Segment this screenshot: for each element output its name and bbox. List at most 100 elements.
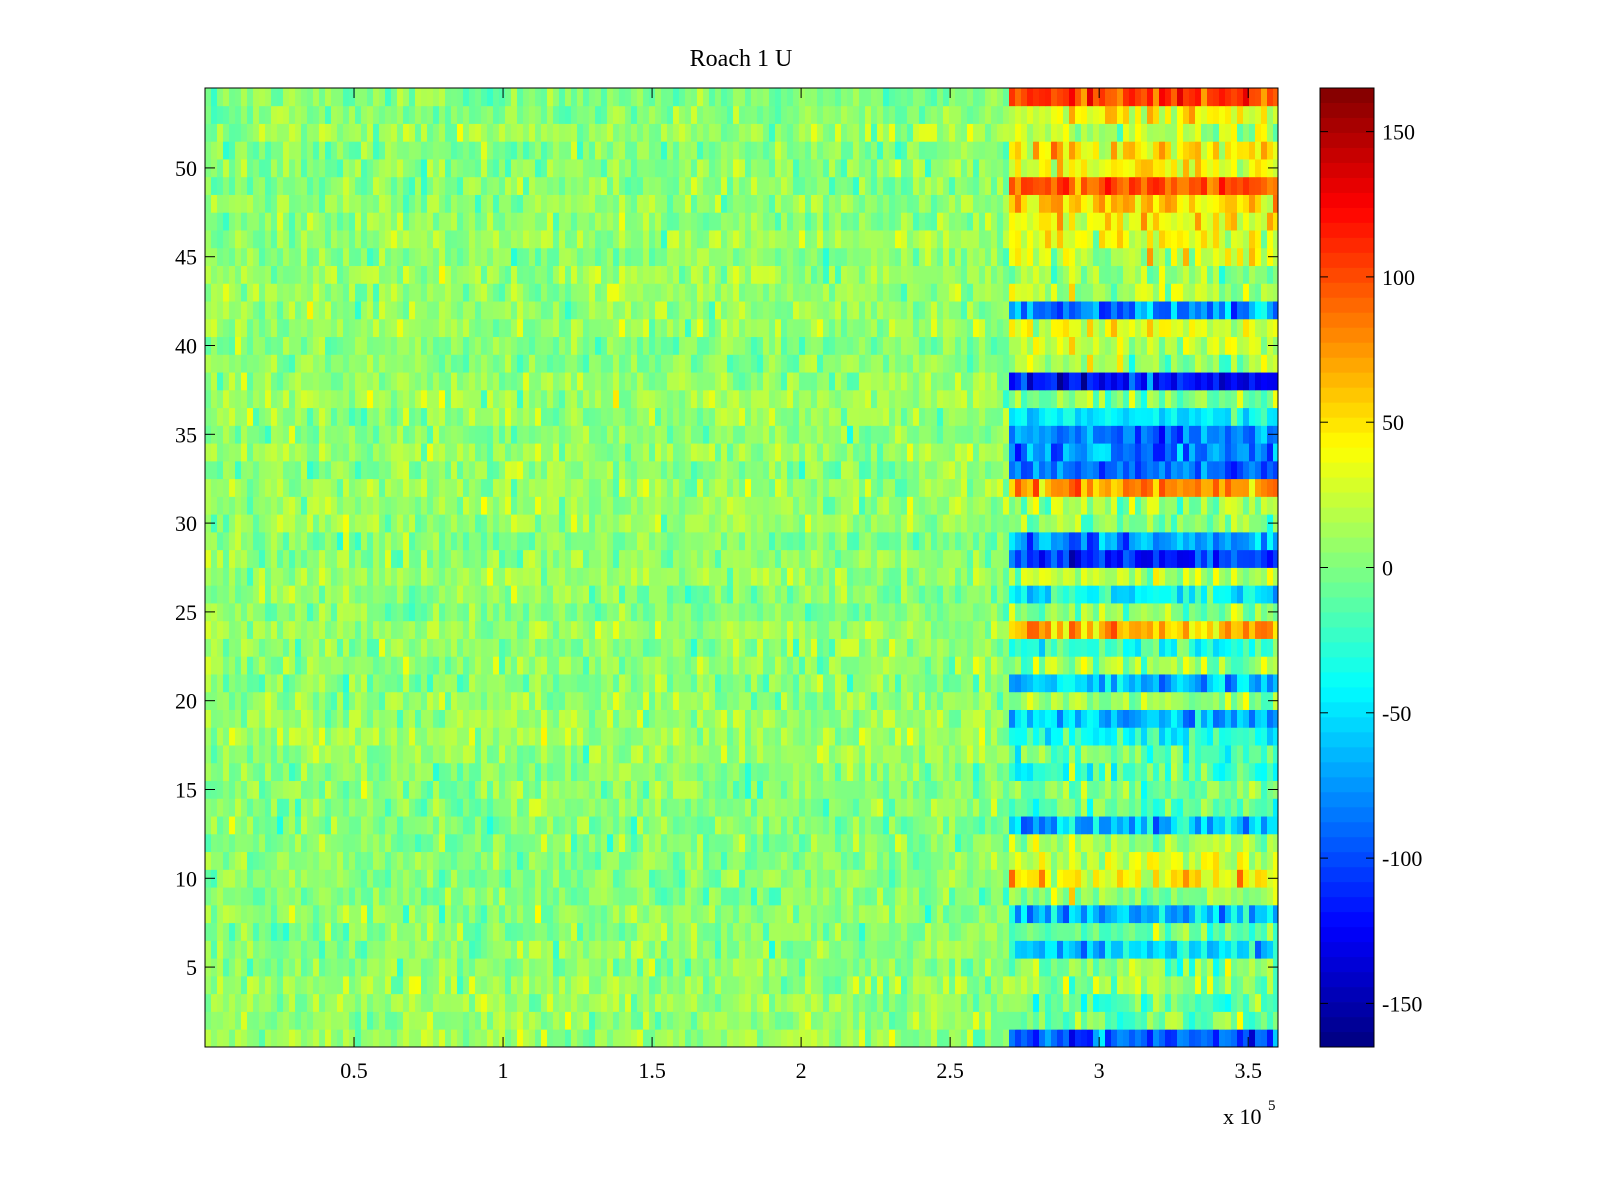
heatmap-cell (679, 869, 686, 888)
heatmap-cell (997, 851, 1004, 870)
heatmap-cell (1045, 851, 1052, 870)
heatmap-cell (259, 975, 266, 995)
heatmap-cell (253, 1011, 260, 1030)
heatmap-cell (457, 904, 464, 924)
heatmap-cell (1129, 549, 1136, 568)
heatmap-cell (907, 567, 914, 586)
heatmap-cell (841, 656, 848, 675)
heatmap-cell (553, 833, 560, 853)
heatmap-cell (589, 674, 596, 693)
heatmap-cell (553, 549, 560, 568)
heatmap-cell (1255, 904, 1262, 924)
heatmap-cell (763, 798, 770, 817)
heatmap-cell (289, 798, 296, 817)
heatmap-cell (1051, 603, 1058, 622)
heatmap-cell (1213, 1029, 1220, 1048)
heatmap-cell (739, 798, 746, 817)
heatmap-cell (547, 709, 554, 728)
heatmap-cell (1177, 709, 1184, 728)
heatmap-cell (229, 727, 236, 746)
heatmap-cell (1219, 691, 1226, 710)
heatmap-cell (703, 833, 710, 853)
heatmap-cell (517, 745, 524, 764)
heatmap-cell (613, 656, 620, 675)
heatmap-cell (1015, 638, 1022, 657)
heatmap-cell (1261, 603, 1268, 622)
heatmap-cell (979, 887, 986, 906)
heatmap-cell (223, 780, 230, 799)
heatmap-cell (289, 816, 296, 835)
heatmap-cell (499, 762, 506, 782)
heatmap-cell (919, 549, 926, 568)
heatmap-cell (1153, 798, 1160, 817)
heatmap-cell (829, 780, 836, 799)
heatmap-cell (271, 727, 278, 746)
heatmap-cell (265, 549, 272, 568)
heatmap-cell (343, 585, 350, 604)
heatmap-cell (1009, 549, 1016, 568)
heatmap-cell (433, 656, 440, 675)
heatmap-cell (1231, 869, 1238, 888)
heatmap-cell (241, 762, 248, 782)
heatmap-cell (565, 567, 572, 586)
heatmap-cell (1033, 851, 1040, 870)
heatmap-cell (403, 922, 410, 941)
heatmap-cell (1081, 549, 1088, 568)
heatmap-cell (1087, 638, 1094, 657)
heatmap-cell (697, 745, 704, 764)
heatmap-cell (1219, 833, 1226, 853)
heatmap-cell (565, 833, 572, 853)
heatmap-cell (1183, 656, 1190, 675)
heatmap-cell (871, 549, 878, 568)
heatmap-cell (715, 549, 722, 568)
heatmap-cell (541, 851, 548, 870)
heatmap-cell (247, 993, 254, 1012)
heatmap-cell (949, 816, 956, 835)
heatmap-cell (961, 816, 968, 835)
heatmap-cell (1219, 745, 1226, 764)
heatmap-cell (721, 904, 728, 924)
heatmap-cell (649, 691, 656, 710)
heatmap-cell (265, 851, 272, 870)
heatmap-cell (637, 869, 644, 888)
heatmap-cell (901, 940, 908, 959)
heatmap-cell (343, 940, 350, 959)
heatmap-cell (961, 727, 968, 746)
heatmap-cell (925, 869, 932, 888)
heatmap-cell (265, 958, 272, 977)
heatmap-cell (361, 762, 368, 782)
heatmap-cell (817, 833, 824, 853)
heatmap-cell (445, 975, 452, 995)
heatmap-cell (547, 762, 554, 782)
heatmap-cell (745, 567, 752, 586)
heatmap-cell (655, 567, 662, 586)
heatmap-cell (277, 727, 284, 746)
heatmap-cell (655, 1029, 662, 1048)
heatmap-cell (535, 620, 542, 639)
heatmap-cell (1135, 975, 1142, 995)
heatmap-cell (229, 958, 236, 977)
heatmap-cell (1183, 869, 1190, 888)
heatmap-cell (1129, 851, 1136, 870)
heatmap-cell (1105, 691, 1112, 710)
heatmap-cell (817, 674, 824, 693)
heatmap-cell (823, 1029, 830, 1048)
heatmap-cell (661, 567, 668, 586)
heatmap-cell (511, 1029, 518, 1048)
heatmap-cell (1099, 745, 1106, 764)
heatmap-cell (1147, 585, 1154, 604)
heatmap-cell (487, 620, 494, 639)
heatmap-cell (349, 1029, 356, 1048)
heatmap-cell (607, 887, 614, 906)
heatmap-cell (415, 816, 422, 835)
heatmap-cell (673, 745, 680, 764)
heatmap-cell (403, 745, 410, 764)
heatmap-cell (673, 922, 680, 941)
heatmap-cell (811, 709, 818, 728)
heatmap-cell (895, 887, 902, 906)
heatmap-cell (481, 674, 488, 693)
heatmap-cell (865, 1011, 872, 1030)
heatmap-cell (211, 798, 218, 817)
heatmap-cell (817, 638, 824, 657)
heatmap-cell (1273, 745, 1279, 764)
